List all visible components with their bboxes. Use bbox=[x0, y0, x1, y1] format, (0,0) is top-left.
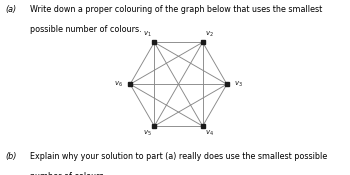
Text: number of colours.: number of colours. bbox=[30, 172, 106, 175]
Text: $v_1$: $v_1$ bbox=[143, 30, 152, 39]
Text: $v_6$: $v_6$ bbox=[114, 80, 123, 89]
Text: $v_3$: $v_3$ bbox=[234, 80, 243, 89]
Text: possible number of colours.: possible number of colours. bbox=[30, 25, 141, 34]
Text: $v_5$: $v_5$ bbox=[143, 129, 152, 138]
Text: Write down a proper colouring of the graph below that uses the smallest: Write down a proper colouring of the gra… bbox=[30, 5, 322, 14]
Text: Explain why your solution to part (a) really does use the smallest possible: Explain why your solution to part (a) re… bbox=[30, 152, 327, 161]
Text: $v_4$: $v_4$ bbox=[205, 129, 214, 138]
Text: $v_2$: $v_2$ bbox=[205, 30, 214, 39]
Text: (b): (b) bbox=[5, 152, 17, 161]
Text: (a): (a) bbox=[5, 5, 16, 14]
